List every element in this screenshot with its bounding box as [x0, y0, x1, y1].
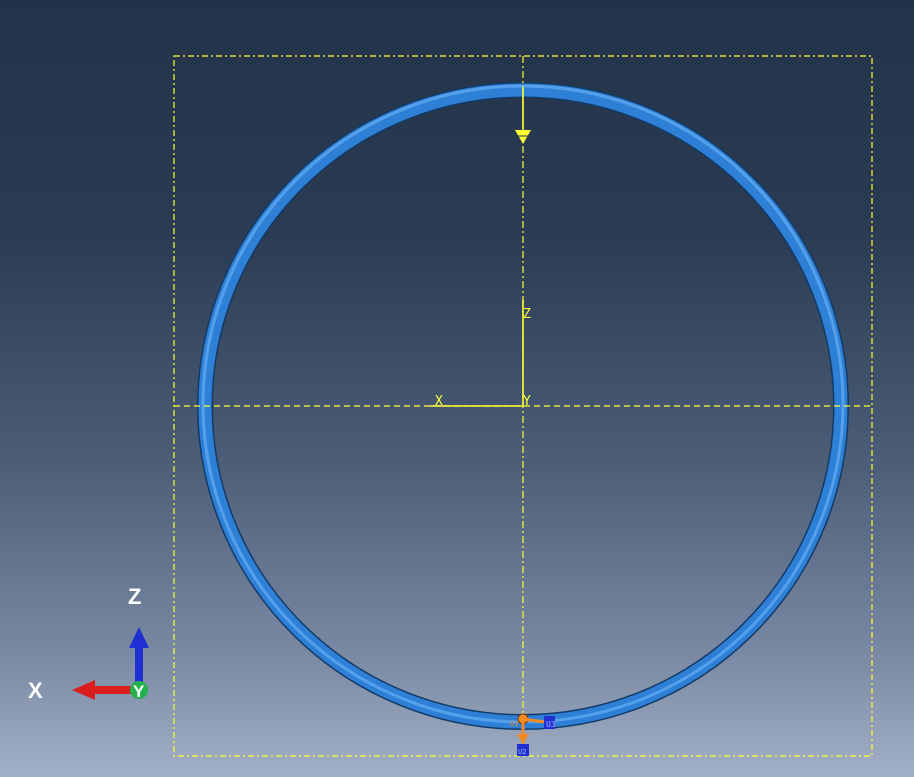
local-x-label: X: [435, 394, 443, 409]
triad-z-label: Z: [128, 584, 141, 609]
global-axis-triad: Y Z X: [28, 584, 149, 703]
svg-text:U1: U1: [510, 720, 518, 728]
triad-x-arrow-icon: [72, 680, 136, 700]
local-z-label: Z: [523, 307, 531, 322]
boundary-condition-icon[interactable]: U3 U2 U1: [510, 713, 556, 756]
local-y-label: Y: [523, 394, 531, 409]
triad-x-label: X: [28, 678, 43, 703]
load-arrow-icon[interactable]: [515, 88, 531, 144]
svg-text:U3: U3: [546, 720, 556, 729]
triad-y-marker-icon: [130, 681, 148, 699]
triad-y-label: Y: [133, 682, 145, 701]
svg-text:U2: U2: [518, 748, 526, 756]
triad-z-arrow-icon: [129, 627, 149, 688]
